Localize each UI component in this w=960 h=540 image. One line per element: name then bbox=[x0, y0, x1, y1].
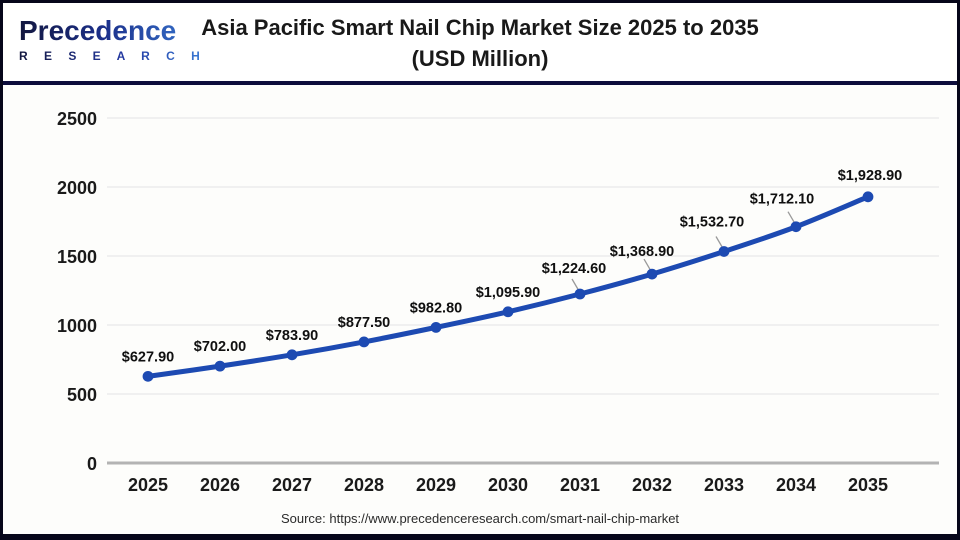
x-axis-label: 2033 bbox=[704, 475, 744, 495]
x-axis-label: 2029 bbox=[416, 475, 456, 495]
y-axis-label: 1000 bbox=[57, 316, 97, 336]
data-point bbox=[646, 268, 658, 280]
x-axis-label: 2035 bbox=[848, 475, 888, 495]
data-label: $783.90 bbox=[266, 328, 318, 344]
data-label: $982.80 bbox=[410, 300, 462, 316]
data-point bbox=[142, 370, 154, 382]
data-point bbox=[286, 349, 298, 361]
data-point bbox=[790, 221, 802, 233]
logo-text: Precedence bbox=[19, 17, 206, 45]
data-label: $877.50 bbox=[338, 315, 390, 331]
data-point bbox=[718, 246, 730, 257]
y-axis-label: 2000 bbox=[57, 178, 97, 198]
data-point bbox=[502, 306, 514, 318]
data-label: $1,368.90 bbox=[610, 244, 675, 260]
y-axis-label: 0 bbox=[87, 454, 97, 474]
x-axis-label: 2028 bbox=[344, 475, 384, 495]
logo-subtitle: R E S E A R C H bbox=[19, 49, 207, 63]
data-label: $627.90 bbox=[122, 349, 174, 365]
data-point bbox=[358, 336, 370, 348]
leader-line bbox=[787, 211, 796, 225]
x-axis-label: 2025 bbox=[128, 475, 168, 495]
x-axis-label: 2027 bbox=[272, 475, 312, 495]
header: Precedence R E S E A R C H Asia Pacific … bbox=[3, 3, 957, 81]
source-text: Source: https://www.precedenceresearch.c… bbox=[280, 511, 680, 526]
x-axis-label: 2032 bbox=[632, 475, 672, 495]
x-axis-label: 2026 bbox=[200, 475, 240, 495]
x-axis-label: 2030 bbox=[488, 475, 528, 495]
data-label: $702.00 bbox=[194, 339, 246, 355]
leader-line bbox=[715, 236, 724, 249]
data-point bbox=[214, 360, 226, 372]
y-axis-label: 2500 bbox=[57, 109, 97, 129]
data-point bbox=[862, 191, 874, 203]
x-axis-label: 2031 bbox=[560, 475, 600, 495]
x-axis-label: 2034 bbox=[776, 475, 816, 495]
header-divider bbox=[3, 81, 957, 85]
data-label: $1,532.70 bbox=[680, 214, 745, 230]
leader-line bbox=[643, 258, 652, 272]
title-line-2: (USD Million) bbox=[411, 46, 549, 71]
leader-line bbox=[571, 278, 580, 292]
y-axis-label: 500 bbox=[67, 385, 97, 405]
data-label: $1,095.90 bbox=[476, 285, 541, 301]
data-label: $1,224.60 bbox=[542, 261, 607, 277]
data-point bbox=[574, 288, 586, 300]
y-axis-label: 1500 bbox=[57, 247, 97, 267]
data-point bbox=[430, 321, 442, 333]
page-title: Asia Pacific Smart Nail Chip Market Size… bbox=[3, 12, 957, 74]
logo: Precedence R E S E A R C H bbox=[19, 17, 207, 63]
title-line-1: Asia Pacific Smart Nail Chip Market Size… bbox=[201, 15, 759, 40]
data-label: $1,712.10 bbox=[750, 192, 815, 208]
data-label: $1,928.90 bbox=[838, 168, 903, 184]
line-chart: 0 500 1000 1500 2000 2500 2025 2026 2027 2028 2029… bbox=[57, 109, 939, 495]
